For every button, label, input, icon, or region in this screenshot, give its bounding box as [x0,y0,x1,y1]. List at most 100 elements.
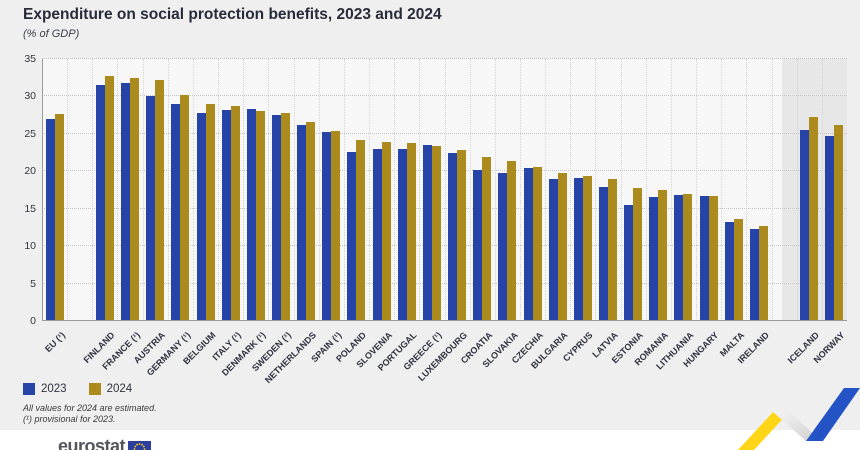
eurostat-ribbon-graphic [738,388,860,450]
bar-2023-cyprus [573,177,583,320]
vgridline [494,59,496,321]
vgridline [67,59,69,321]
bar-2024-cyprus [582,175,592,320]
vgridline [645,59,647,321]
bar-2024-romania [658,189,668,320]
bar-2023-sweden [271,114,281,320]
bar-2023-croatia [473,169,483,320]
ribbon-fold-segment [773,412,822,441]
bar-2023-hungary [699,195,709,320]
bar-2024-norway [834,124,844,320]
vgridline [796,59,798,321]
bar-2023-denmark [246,108,256,320]
bar-2024-estonia [633,188,643,320]
x-axis-category-labels: EU (¹) FINLAND FRANCE (¹) AUSTRIA GERMANY (¹… [42,322,847,392]
bar-2024-hungary [708,195,718,320]
vgridline [142,59,144,321]
y-tick-label-0: 0 [30,315,36,327]
bar-2023-malta [724,221,734,320]
y-tick-label-5: 5 [30,277,36,290]
bar-2024-spain [331,131,341,320]
vgridline [821,59,823,321]
bar-2023-slovenia [372,148,382,320]
bar-2023-spain [322,132,332,320]
footnotes: All values for 2024 are estimated. (¹) p… [23,403,157,425]
legend-label-2023: 2023 [41,383,67,395]
x-axis-line [42,320,847,321]
bar-2024-slovenia [381,141,391,320]
vgridline [670,59,672,321]
bar-2023-austria [146,96,156,320]
bar-2024-bulgaria [557,173,567,320]
chart-title: Expenditure on social protection benefit… [23,6,442,23]
x-label-eu: EU (¹) [42,330,67,355]
vgridline [419,59,421,321]
bar-2023-norway [825,135,835,320]
bar-2024-austria [155,80,165,320]
legend-item-2024: 2024 [88,383,133,395]
bar-2024-eu [54,114,64,320]
vgridline [243,59,245,321]
bar-2023-czechia [523,168,533,320]
legend-swatch-2024 [88,383,101,395]
vgridline [369,59,371,321]
y-axis-tick-labels: 0 5 10 15 20 25 30 35 [0,53,36,327]
vgridline [771,59,773,321]
footnote-estimated: All values for 2024 are estimated. [23,403,157,413]
eurostat-logo-text: eurostat [58,436,126,450]
bar-2023-romania [649,197,659,320]
vgridline [167,59,169,321]
bar-2024-ireland [758,226,768,320]
vgridline [469,59,471,321]
bar-2024-slovakia [507,160,517,320]
bar-2024-finland [104,75,114,320]
bar-2024-greece [431,146,441,320]
y-tick-label-30: 30 [24,90,36,103]
bar-2024-lithuania [683,193,693,320]
bar-2023-eu [45,119,55,320]
plot-area [42,58,847,321]
bar-2023-latvia [599,186,609,320]
footnote-provisional: (¹) provisional for 2023. [23,414,116,424]
ribbon-blue-segment [806,388,860,441]
bar-2023-belgium [196,112,206,320]
bar-2023-finland [95,84,105,320]
vgridline [746,59,748,321]
bar-2023-slovakia [498,173,508,320]
bar-2023-estonia [624,205,634,320]
vgridline [343,59,345,321]
chart-subtitle: (% of GDP) [23,28,80,40]
bar-2023-ireland [749,228,759,320]
footer-band [0,430,860,450]
bar-2024-czechia [532,166,542,320]
legend: 2023 2024 [23,383,132,395]
bar-2024-france [130,78,140,320]
legend-label-2024: 2024 [106,383,133,395]
vgridline [92,59,94,321]
vgridline [318,59,320,321]
bar-2024-croatia [482,156,492,320]
eu-flag-icon [128,441,152,450]
vgridline [192,59,194,321]
vgridline [293,59,295,321]
legend-item-2023: 2023 [23,383,67,395]
eurostat-logo: eurostat [58,436,152,450]
bar-2024-portugal [406,142,416,320]
bar-2023-lithuania [674,195,684,320]
bar-2023-italy [221,109,231,320]
bar-2024-luxembourg [457,150,467,320]
vgridline [570,59,572,321]
y-tick-label-10: 10 [24,240,36,253]
bar-2024-germany [180,95,190,320]
bar-2023-portugal [397,149,407,320]
y-tick-label-35: 35 [24,53,36,65]
bar-2024-malta [733,218,743,320]
y-tick-label-20: 20 [24,165,36,178]
vgridline [595,59,597,321]
bar-2023-luxembourg [448,153,458,320]
vgridline [721,59,723,321]
bar-2024-netherlands [306,121,316,320]
bar-2023-france [121,83,131,320]
bar-2023-germany [171,104,181,320]
